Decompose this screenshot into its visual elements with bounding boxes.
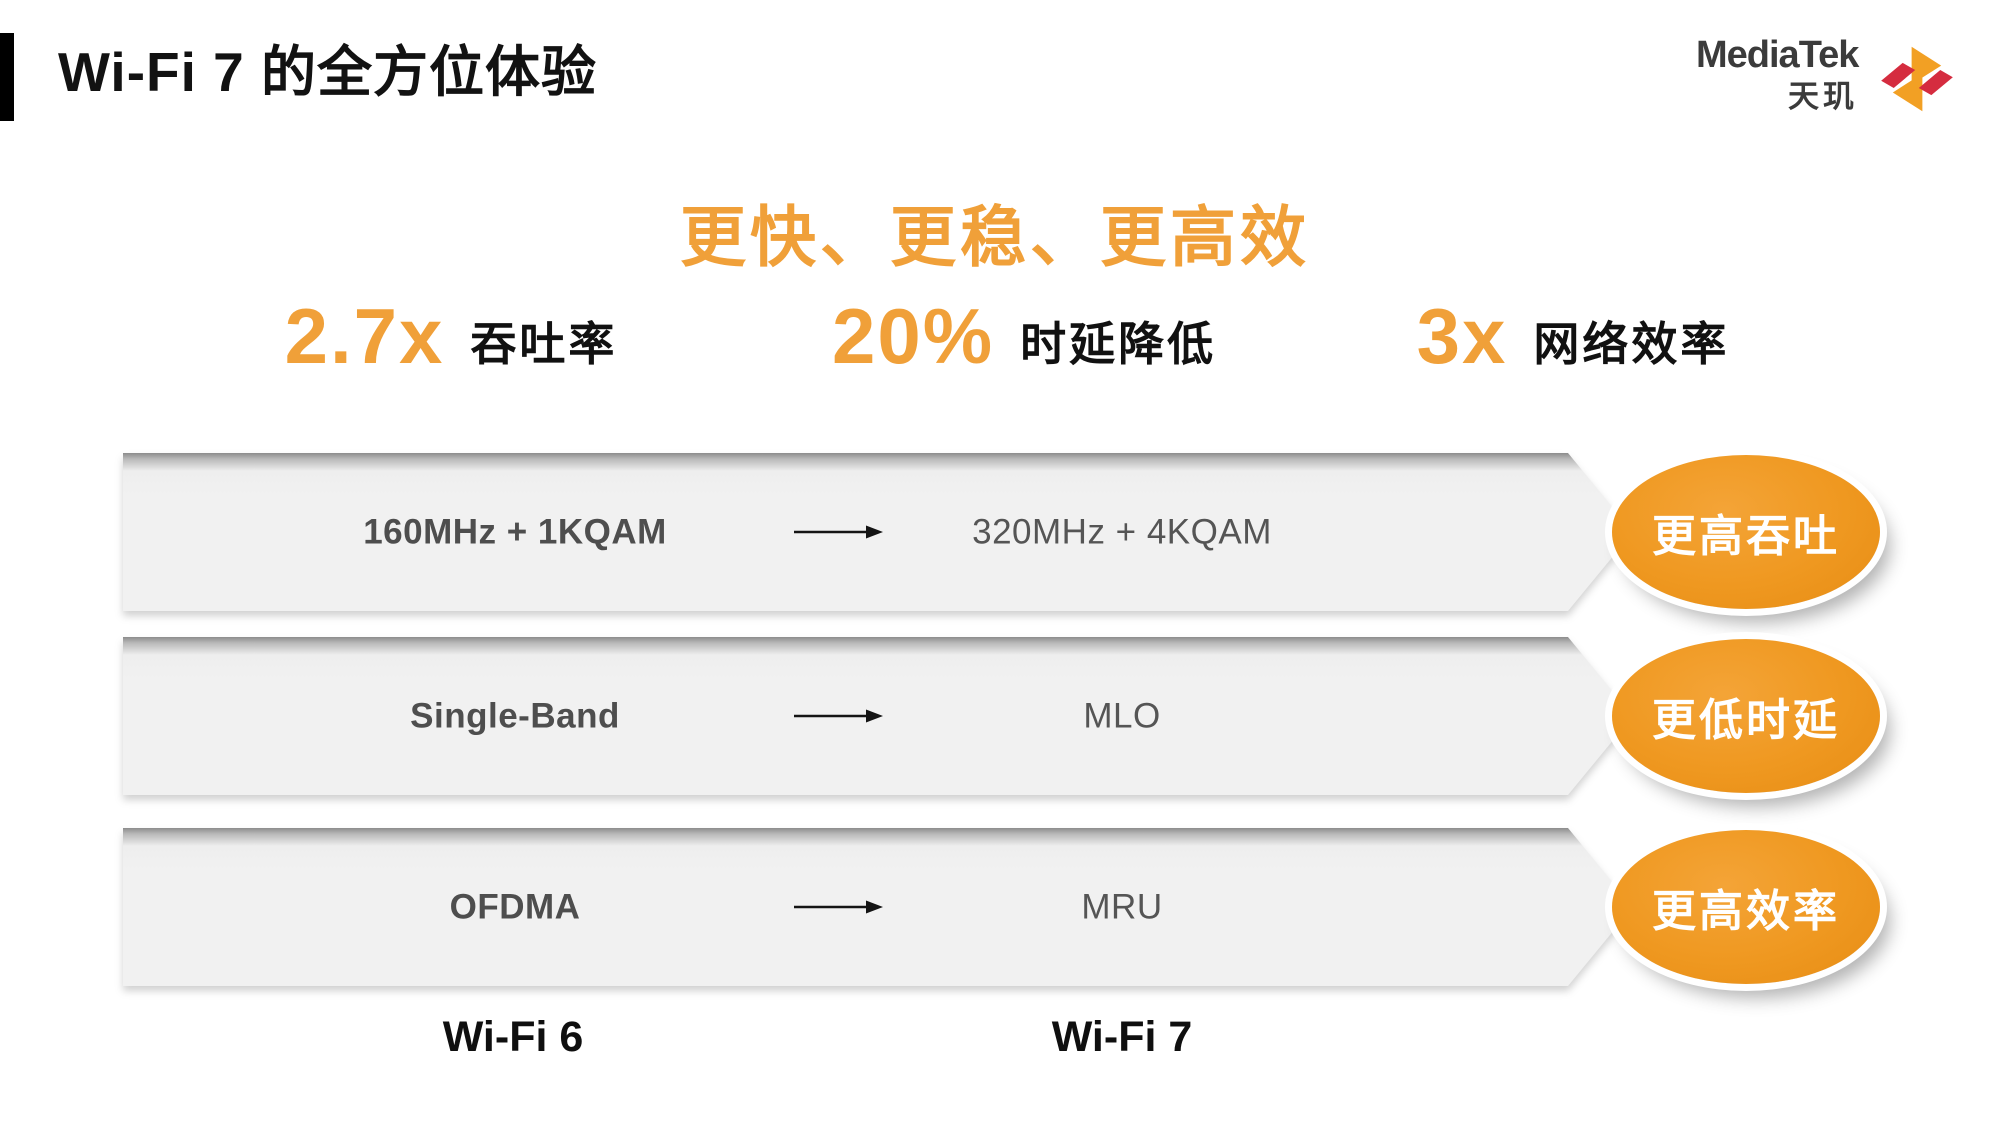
- footer-label-wifi6: Wi-Fi 6: [442, 1013, 584, 1061]
- mediatek-logo: MediaTek 天玑: [1696, 36, 1962, 122]
- stat-value: 2.7x: [284, 292, 445, 380]
- stat-label: 吞吐率: [470, 318, 618, 370]
- comparison-row: OFDMA MRU 更高效率: [123, 828, 1880, 986]
- stat-value: 3x: [1416, 292, 1508, 380]
- stat-latency: 20% 时延降低: [832, 297, 1216, 375]
- arrow-right-icon: [792, 708, 884, 724]
- stat-value: 20%: [831, 292, 995, 380]
- wifi7-value: MRU: [1081, 887, 1163, 927]
- title-accent-bar: [0, 33, 14, 121]
- arrow-right-icon: [792, 524, 884, 540]
- logo-text-block: MediaTek 天玑: [1696, 34, 1859, 114]
- stat-label: 网络效率: [1533, 318, 1730, 370]
- arrow-right-icon: [792, 899, 884, 915]
- benefit-badge: 更高效率: [1612, 830, 1880, 984]
- benefit-badge: 更低时延: [1612, 639, 1880, 793]
- logo-brand-name: MediaTek: [1696, 34, 1859, 76]
- stat-efficiency: 3x 网络效率: [1417, 297, 1730, 375]
- stat-throughput: 2.7x 吞吐率: [285, 297, 618, 375]
- wifi6-value: 160MHz + 1KQAM: [363, 512, 667, 552]
- wifi7-value: 320MHz + 4KQAM: [972, 512, 1272, 552]
- page-title: Wi-Fi 7 的全方位体验: [58, 41, 598, 103]
- benefit-badge: 更高吞吐: [1612, 455, 1880, 609]
- stat-label: 时延降低: [1020, 318, 1217, 370]
- wifi7-value: MLO: [1083, 696, 1161, 736]
- footer-label-wifi7: Wi-Fi 7: [1051, 1013, 1193, 1061]
- comparison-row: Single-Band MLO 更低时延: [123, 637, 1880, 795]
- comparison-row: 160MHz + 1KQAM 320MHz + 4KQAM 更高吞吐: [123, 453, 1880, 611]
- mediatek-diamond-logo-icon: [1872, 36, 1962, 122]
- headline: 更快、更稳、更高效: [680, 200, 1310, 274]
- logo-sub-brand: 天玑: [1788, 79, 1858, 114]
- wifi6-value: Single-Band: [410, 696, 620, 736]
- wifi6-value: OFDMA: [449, 887, 581, 927]
